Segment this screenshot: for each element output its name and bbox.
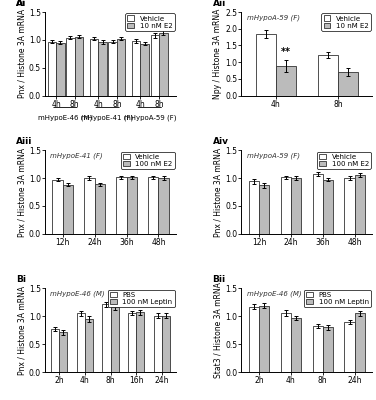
Bar [53,180,63,234]
Bar [291,178,301,234]
Text: mHypoA-59 (F): mHypoA-59 (F) [247,14,300,21]
Text: mHypoE-46 (M): mHypoE-46 (M) [247,291,301,297]
Text: Ai: Ai [16,0,26,8]
Bar [162,316,170,372]
Bar [249,307,259,372]
Bar [102,304,111,372]
Bar [355,175,365,234]
Bar [136,312,144,372]
Bar [66,38,75,96]
Bar [338,72,358,96]
Bar [291,318,301,372]
Text: **: ** [280,47,291,57]
Bar [56,43,65,96]
Bar [312,326,323,372]
Bar [51,329,59,372]
Bar [128,313,136,372]
Bar [159,33,168,96]
Bar [276,66,296,96]
Bar [116,178,126,234]
Y-axis label: Pnx / Histone 3A mRNA: Pnx / Histone 3A mRNA [17,286,26,375]
Text: mHypoE-41 (F): mHypoE-41 (F) [50,153,103,159]
Bar [77,313,85,372]
Bar [344,322,355,372]
Text: Ai: Ai [16,0,26,8]
Bar [108,42,117,96]
Text: Aiii: Aiii [16,137,33,146]
Bar [141,44,149,96]
Y-axis label: Npy / Histone 3A mRNA: Npy / Histone 3A mRNA [213,9,222,99]
Bar [111,307,119,372]
Bar [259,306,269,372]
Bar [344,178,355,234]
Y-axis label: Pnx / Histone 3A mRNA: Pnx / Histone 3A mRNA [213,148,222,236]
Bar [151,36,159,96]
Legend: Vehicle, 10 nM E2: Vehicle, 10 nM E2 [125,13,174,31]
Text: mHypoE-41 (F): mHypoE-41 (F) [82,114,134,121]
Text: *: * [357,298,362,308]
Bar [90,39,98,96]
Bar [158,178,168,234]
Bar [126,178,137,234]
Text: Bi: Bi [16,275,26,284]
Bar [95,184,105,234]
Bar [84,178,95,234]
Text: Aiv: Aiv [212,137,229,146]
Text: mHypoA-59 (F): mHypoA-59 (F) [247,153,300,159]
Bar [312,174,323,234]
Bar [154,316,162,372]
Bar [63,185,73,234]
Legend: PBS, 100 nM Leptin: PBS, 100 nM Leptin [108,290,174,307]
Bar [148,178,158,234]
Bar [249,181,259,234]
Text: mHypoA-59 (F): mHypoA-59 (F) [124,114,176,121]
Legend: Vehicle, 10 nM E2: Vehicle, 10 nM E2 [321,13,371,31]
Bar [47,42,56,96]
Text: Aii: Aii [212,0,226,8]
Text: Bii: Bii [212,275,226,284]
Bar [280,313,291,372]
Bar [75,36,83,96]
Bar [85,319,93,372]
Bar [259,185,269,234]
Text: mHypoE-46 (M): mHypoE-46 (M) [50,291,105,297]
Bar [280,178,291,234]
Legend: Vehicle, 100 nM E2: Vehicle, 100 nM E2 [317,152,371,169]
Bar [98,42,107,96]
Bar [256,34,276,96]
Bar [318,55,338,96]
Bar [117,39,126,96]
Bar [59,332,67,372]
Bar [323,180,333,234]
Bar [132,41,141,96]
Text: mHypoE-46 (M): mHypoE-46 (M) [38,114,92,121]
Y-axis label: Stat3 / Histone 3A mRNA: Stat3 / Histone 3A mRNA [213,282,222,378]
Legend: Vehicle, 100 nM E2: Vehicle, 100 nM E2 [121,152,174,169]
Y-axis label: Pnx / Histone 3A mRNA: Pnx / Histone 3A mRNA [17,148,26,236]
Legend: PBS, 100 nM Leptin: PBS, 100 nM Leptin [304,290,371,307]
Bar [323,327,333,372]
Bar [355,313,365,372]
Y-axis label: Pnx / Histone 3A mRNA: Pnx / Histone 3A mRNA [17,9,26,98]
